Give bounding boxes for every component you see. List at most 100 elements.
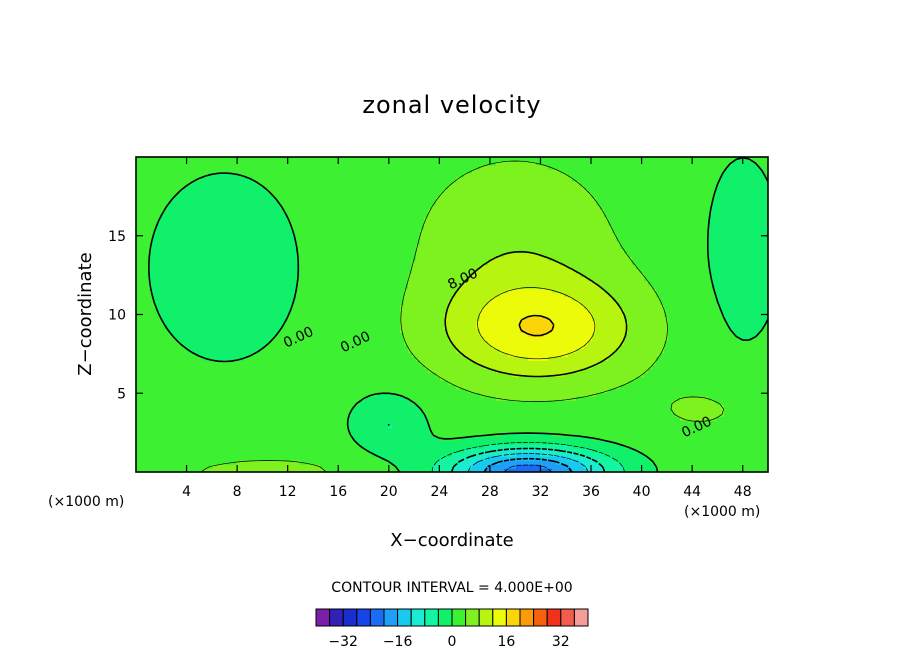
field-cell (144, 188, 149, 194)
field-cell (384, 212, 389, 218)
field-cell (180, 456, 185, 461)
field-cell (372, 228, 377, 234)
field-cell (324, 460, 329, 465)
field-cell (256, 336, 261, 342)
field-cell (244, 260, 249, 266)
field-cell (272, 400, 277, 405)
field-cell (164, 184, 169, 190)
field-cell (312, 292, 317, 298)
field-cell (168, 160, 173, 166)
field-cell (224, 388, 229, 393)
field-cell (240, 332, 245, 338)
field-cell (168, 428, 173, 433)
field-cell (252, 220, 257, 226)
field-cell (260, 328, 265, 334)
field-cell (352, 460, 357, 465)
field-cell (300, 396, 305, 401)
field-cell (356, 444, 361, 449)
field-cell (348, 176, 353, 182)
field-cell (332, 224, 337, 230)
field-cell (260, 452, 265, 457)
field-cell (144, 344, 149, 349)
field-cell (144, 380, 149, 385)
field-cell (296, 376, 301, 381)
field-cell (236, 244, 241, 250)
field-cell (348, 416, 353, 421)
field-cell (180, 224, 185, 230)
field-cell (324, 392, 329, 397)
field-cell (264, 332, 269, 338)
field-cell (180, 352, 185, 357)
field-cell (136, 340, 141, 346)
field-cell (388, 416, 393, 421)
field-cell (244, 344, 249, 349)
field-cell (244, 228, 249, 234)
field-cell (208, 348, 213, 353)
field-cell (208, 320, 213, 326)
field-cell (380, 256, 385, 262)
field-cell (380, 332, 385, 338)
field-cell (252, 176, 257, 182)
field-cell (352, 180, 357, 186)
field-cell (296, 344, 301, 349)
field-cell (184, 440, 189, 445)
field-cell (316, 232, 321, 238)
field-cell (256, 328, 261, 334)
field-cell (168, 420, 173, 425)
field-cell (356, 168, 361, 174)
field-cell (288, 460, 293, 465)
field-cell (156, 276, 161, 282)
field-cell (184, 240, 189, 246)
field-cell (272, 192, 277, 198)
field-cell (288, 316, 293, 322)
field-cell (292, 264, 297, 270)
field-cell (144, 360, 149, 365)
field-cell (380, 204, 385, 210)
field-cell (272, 244, 277, 250)
field-cell (272, 328, 277, 334)
field-cell (248, 180, 253, 186)
field-cell (352, 164, 357, 170)
field-cell (144, 324, 149, 330)
field-cell (264, 344, 269, 349)
field-cell (144, 336, 149, 342)
field-cell (292, 384, 297, 389)
field-cell (256, 260, 261, 266)
field-cell (364, 360, 369, 365)
field-cell (296, 204, 301, 210)
field-cell (324, 216, 329, 222)
field-cell (204, 420, 209, 425)
field-cell (168, 180, 173, 186)
field-cell (372, 320, 377, 326)
field-cell (256, 200, 261, 206)
field-cell (384, 324, 389, 330)
field-cell (156, 464, 161, 469)
field-cell (300, 180, 305, 186)
field-cell (356, 160, 361, 166)
field-cell (224, 348, 229, 353)
field-cell (212, 272, 217, 278)
field-cell (316, 348, 321, 353)
field-cell (352, 256, 357, 262)
field-cell (236, 212, 241, 218)
field-cell (216, 272, 221, 278)
field-cell (248, 380, 253, 385)
field-cell (328, 440, 333, 445)
field-cell (320, 312, 325, 318)
field-cell (252, 424, 257, 429)
field-cell (272, 468, 277, 472)
field-cell (384, 204, 389, 210)
field-cell (256, 440, 261, 445)
field-cell (168, 424, 173, 429)
field-cell (316, 328, 321, 334)
field-cell (228, 244, 233, 250)
field-cell (244, 420, 249, 425)
field-cell (276, 160, 281, 166)
field-cell (184, 400, 189, 405)
field-cell (244, 364, 249, 369)
field-cell (228, 328, 233, 334)
field-cell (336, 328, 341, 334)
field-cell (192, 392, 197, 397)
field-cell (368, 200, 373, 206)
field-cell (216, 372, 221, 377)
